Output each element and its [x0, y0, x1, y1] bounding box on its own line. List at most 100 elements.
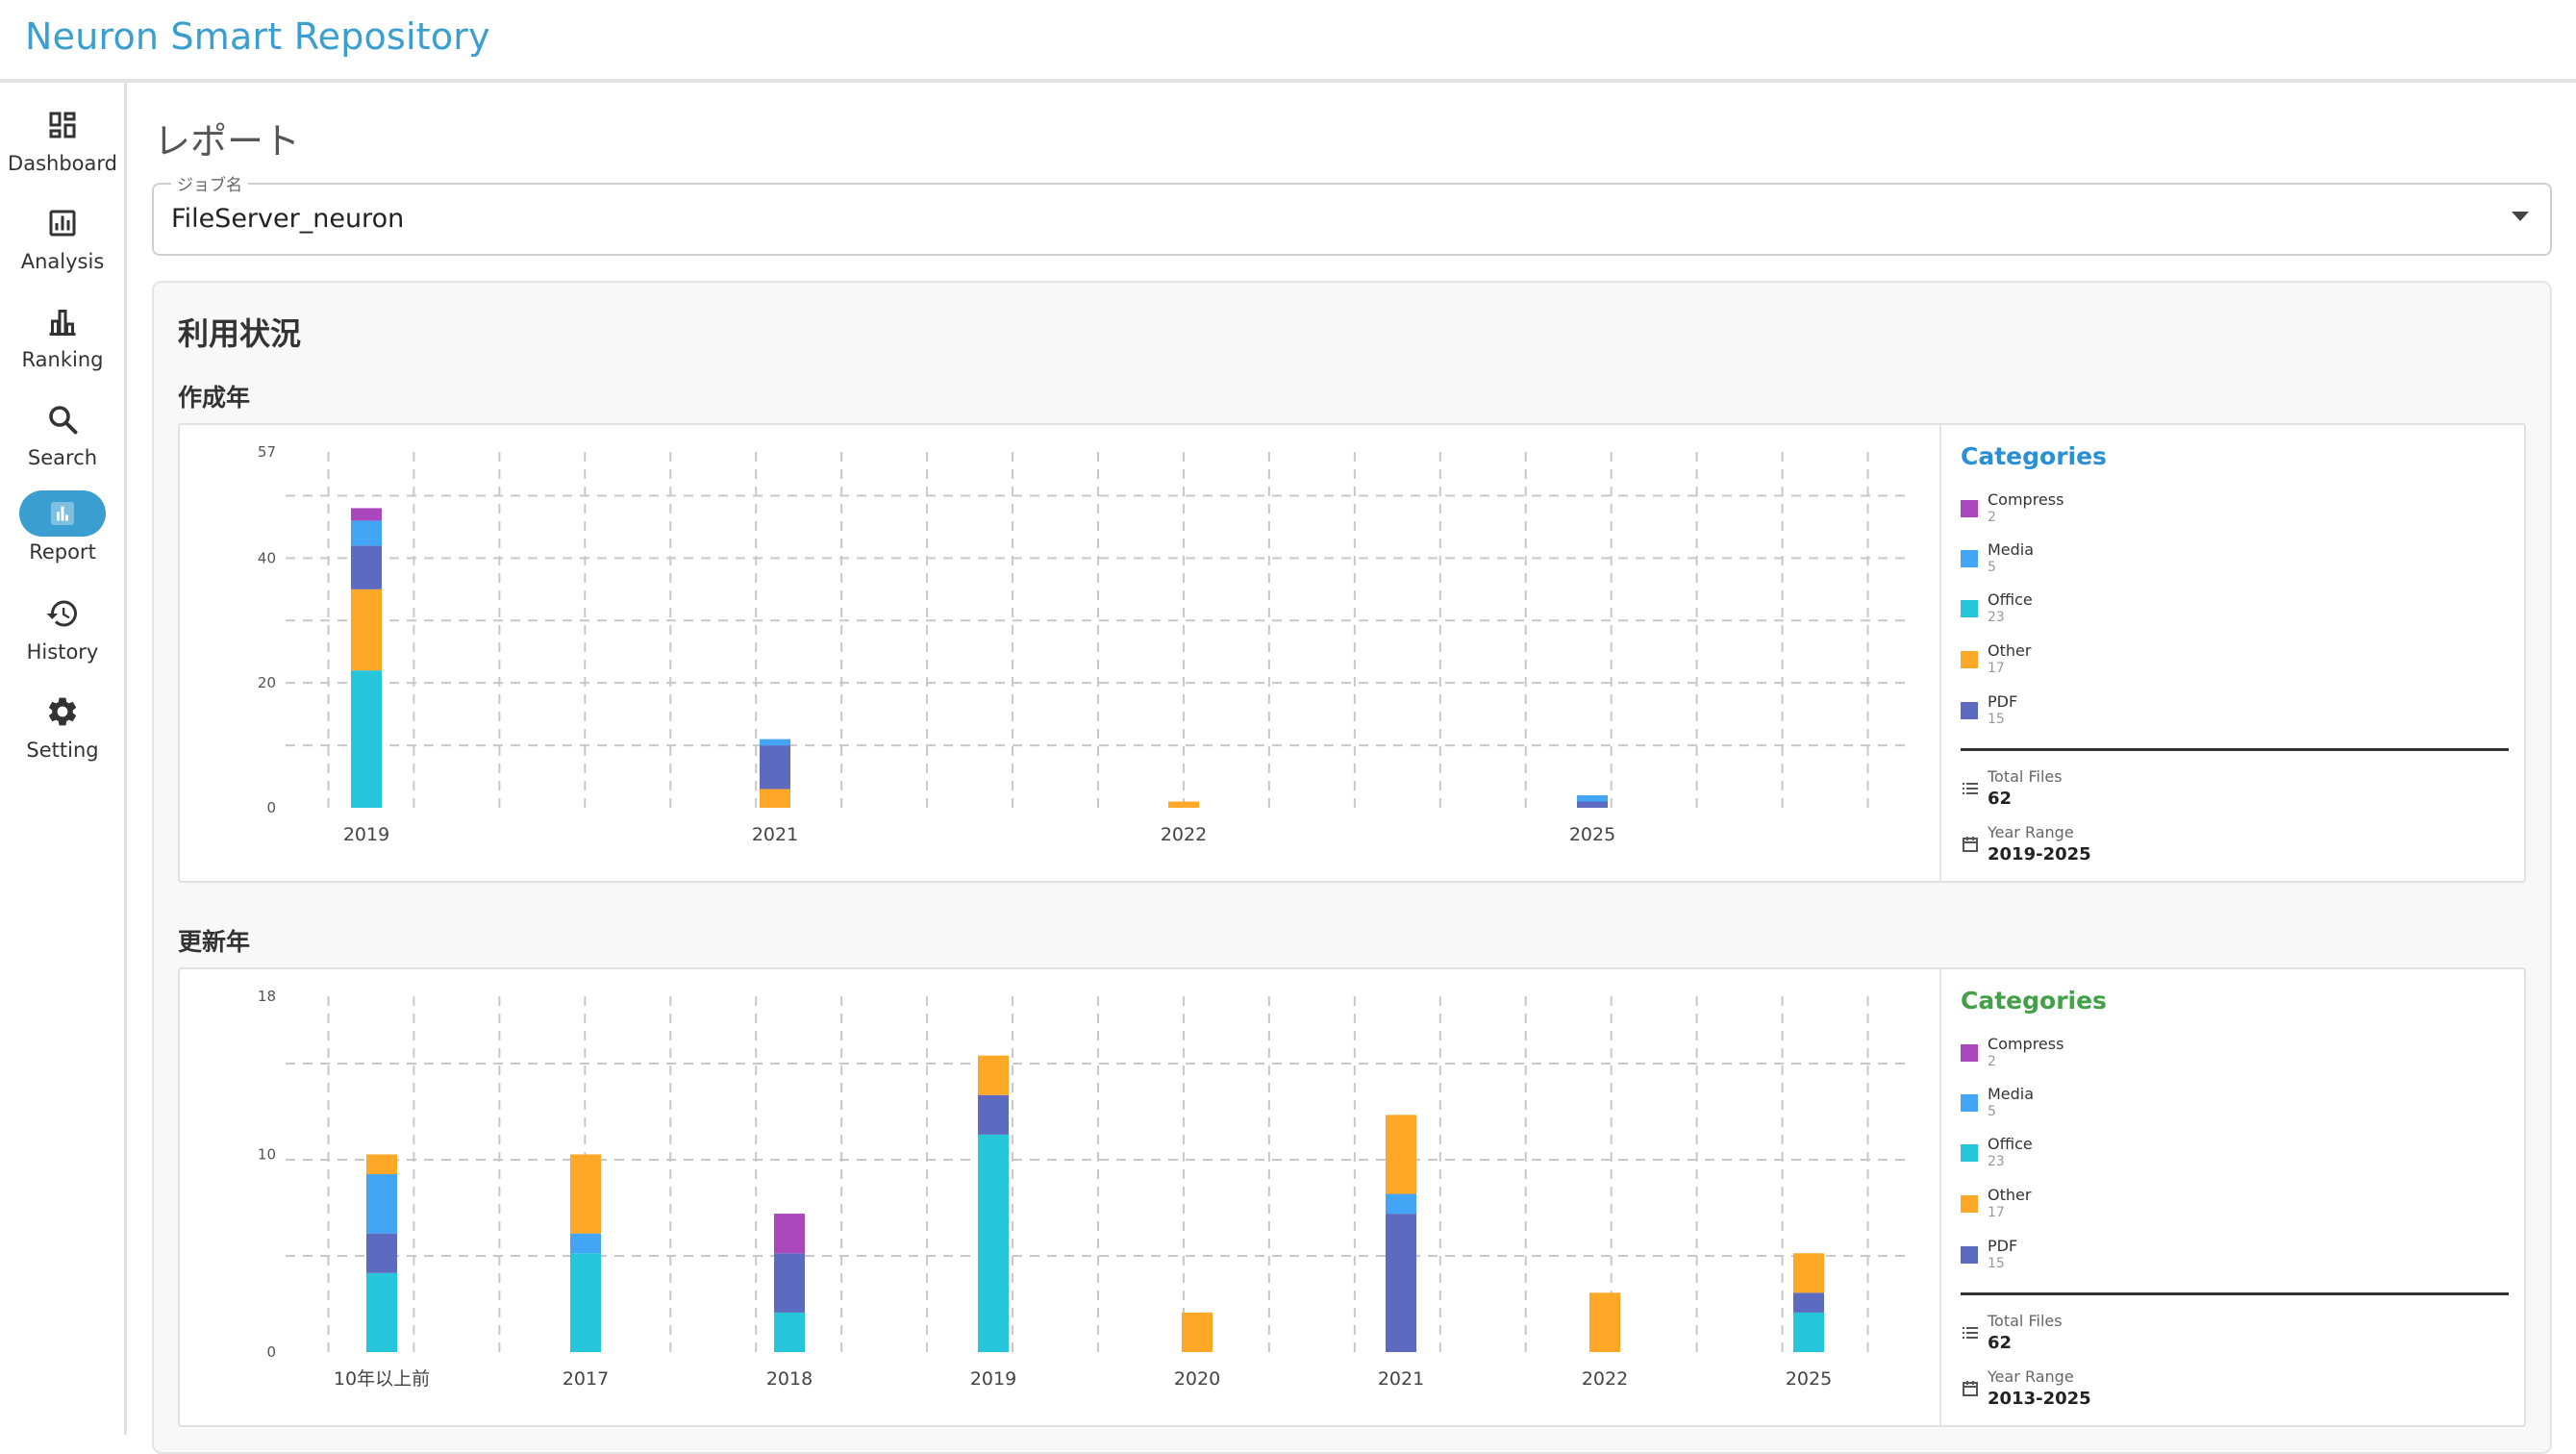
bar-segment-media[interactable]	[1577, 795, 1608, 802]
total-files-label: Total Files	[1988, 767, 2063, 786]
bar-segment-pdf[interactable]	[760, 745, 790, 790]
bar-segment-media[interactable]	[570, 1233, 601, 1254]
x-tick-label: 2021	[752, 824, 798, 845]
legend-name: Office	[1988, 1135, 2033, 1153]
legend-name: PDF	[1988, 1237, 2018, 1255]
sidebar-item-search[interactable]: Search	[0, 396, 125, 489]
job-name-select[interactable]: ジョブ名 FileServer_neuron	[152, 171, 2552, 256]
bar-segment-office[interactable]	[570, 1253, 601, 1352]
x-tick-label: 2019	[970, 1368, 1016, 1390]
legend-count: 23	[1988, 1154, 2005, 1169]
bar-segment-other[interactable]	[570, 1154, 601, 1234]
sidebar-item-analysis[interactable]: Analysis	[0, 200, 125, 292]
legend-swatch	[1961, 702, 1978, 719]
bar-segment-other[interactable]	[351, 589, 382, 671]
bar-segment-media[interactable]	[366, 1174, 397, 1234]
total-files-value: 62	[1988, 1333, 2013, 1353]
y-tick-label: 40	[258, 549, 276, 566]
y-tick-label: 10	[258, 1145, 276, 1163]
x-tick-label: 2021	[1378, 1368, 1424, 1390]
bar-segment-media[interactable]	[1386, 1193, 1416, 1215]
bar-segment-other[interactable]	[1793, 1253, 1824, 1293]
bar-segment-other[interactable]	[1182, 1312, 1213, 1352]
usage-title: 利用状況	[178, 315, 302, 352]
bar-segment-office[interactable]	[366, 1272, 397, 1352]
legend-name: PDF	[1988, 692, 2018, 711]
legend-swatch	[1961, 651, 1978, 668]
legend-name: Compress	[1988, 1035, 2064, 1053]
bar-segment-compress[interactable]	[774, 1214, 805, 1254]
legend-title: Categories	[1961, 442, 2107, 470]
sidebar-item-history[interactable]: History	[0, 590, 125, 683]
bar-segment-other[interactable]	[1386, 1115, 1416, 1194]
legend-count: 5	[1988, 1104, 1996, 1119]
legend-swatch	[1961, 600, 1978, 617]
sidebar-item-report[interactable]: Report	[0, 490, 125, 583]
bar-segment-pdf[interactable]	[1386, 1214, 1416, 1352]
legend-swatch	[1961, 500, 1978, 517]
legend-name: Media	[1988, 540, 2035, 559]
app-title[interactable]: Neuron Smart Repository	[25, 15, 490, 58]
legend-swatch	[1961, 550, 1978, 567]
bar-segment-office[interactable]	[351, 670, 382, 808]
calendar-icon	[1963, 837, 1978, 852]
updated-year-chart: 0 10 18 10年以上前 2017 2018 2019 2020 2021 2022 2025	[258, 988, 1911, 1390]
legend-name: Other	[1988, 1186, 2032, 1204]
year-range-label: Year Range	[1988, 1367, 2074, 1386]
bar-segment-other[interactable]	[366, 1154, 397, 1174]
legend-count: 17	[1988, 661, 2005, 676]
created-year-chart-panel: 0 20 40 57 2019 2021 2022 2025 Categories Compr…	[178, 423, 2526, 883]
gear-icon	[19, 689, 106, 735]
bar-segment-other[interactable]	[978, 1055, 1009, 1095]
updated-year-chart-panel: 0 10 18 10年以上前 2017 2018 2019 2020 2021 2022 2025 …	[178, 967, 2526, 1427]
legend-count: 2	[1988, 510, 1996, 525]
bar-segment-media[interactable]	[351, 520, 382, 546]
y-tick-label: 18	[258, 988, 276, 1005]
history-icon	[19, 590, 106, 637]
analysis-icon	[19, 200, 106, 246]
updated-year-legend: Categories Compress 2 Media 5 Office 23 …	[1939, 969, 2524, 1425]
calendar-icon	[1963, 1381, 1978, 1396]
bar-segment-media[interactable]	[760, 739, 790, 746]
x-tick-label: 2017	[563, 1368, 609, 1390]
chevron-down-icon[interactable]	[2512, 212, 2529, 221]
legend-count: 5	[1988, 560, 1996, 575]
legend-swatch	[1961, 1144, 1978, 1162]
bar-segment-other[interactable]	[1589, 1292, 1620, 1352]
bar-segment-pdf[interactable]	[366, 1233, 397, 1273]
legend-count: 2	[1988, 1054, 1996, 1069]
sidebar-item-setting[interactable]: Setting	[0, 689, 125, 781]
y-tick-label: 0	[266, 1343, 276, 1361]
bar-segment-office[interactable]	[1793, 1312, 1824, 1352]
app-header: Neuron Smart Repository	[0, 0, 2576, 83]
list-icon	[1963, 783, 1978, 794]
sidebar: Dashboard Analysis Ranking Search Report…	[0, 83, 127, 1435]
legend-title: Categories	[1961, 987, 2107, 1015]
created-year-legend: Categories Compress 2 Media 5 Office 23 …	[1939, 425, 2524, 881]
x-tick-label: 2025	[1786, 1368, 1832, 1390]
bar-segment-pdf[interactable]	[351, 545, 382, 589]
search-icon	[19, 396, 106, 442]
legend-count: 23	[1988, 610, 2005, 625]
legend-count: 15	[1988, 1256, 2005, 1271]
y-tick-label: 0	[266, 799, 276, 816]
sidebar-item-dashboard[interactable]: Dashboard	[0, 102, 125, 194]
sidebar-item-label: Dashboard	[8, 152, 117, 175]
legend-divider	[1961, 748, 2509, 751]
legend-swatch	[1961, 1044, 1978, 1062]
sidebar-item-ranking[interactable]: Ranking	[0, 298, 125, 390]
bar-segment-pdf[interactable]	[1793, 1292, 1824, 1313]
bar-segment-other[interactable]	[760, 789, 790, 808]
bar-segment-pdf[interactable]	[774, 1253, 805, 1313]
sidebar-item-label: Analysis	[20, 250, 105, 273]
bar-segment-compress[interactable]	[351, 508, 382, 521]
bar-segment-other[interactable]	[1168, 801, 1199, 808]
x-tick-label: 2025	[1569, 824, 1615, 845]
bar-segment-pdf[interactable]	[978, 1094, 1009, 1135]
sidebar-item-label: Report	[29, 540, 96, 564]
bar-segment-pdf[interactable]	[1577, 801, 1608, 808]
bar-segment-office[interactable]	[978, 1134, 1009, 1352]
bar-segment-office[interactable]	[774, 1312, 805, 1352]
created-year-chart: 0 20 40 57 2019 2021 2022 2025	[258, 443, 1911, 845]
y-tick-label: 57	[258, 443, 276, 461]
